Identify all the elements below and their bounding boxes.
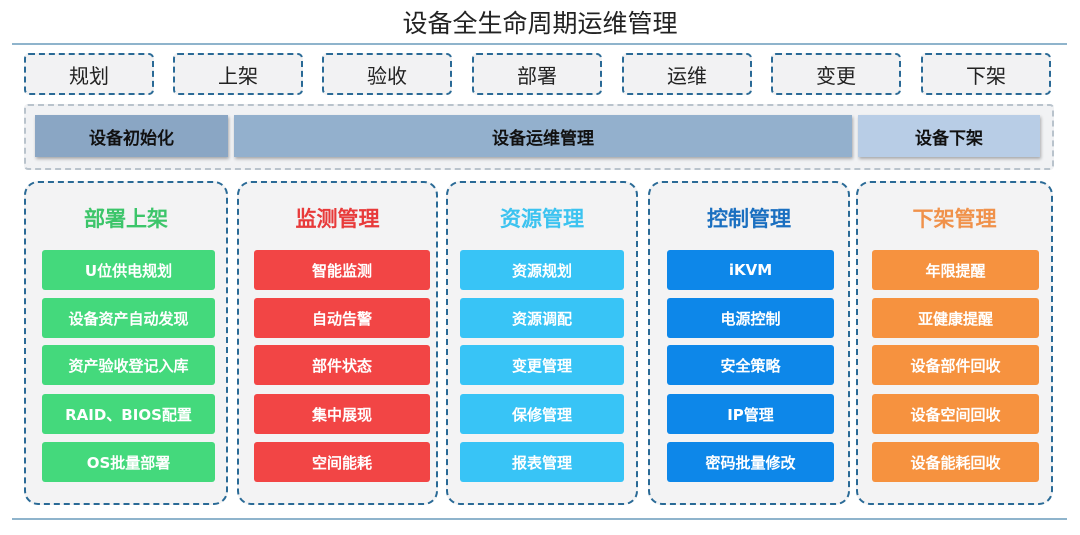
feature-item: 电源控制 — [667, 298, 834, 338]
column-panel: 控制管理 iKVM 电源控制安全策略 IP管理密码批量修改 — [648, 181, 850, 505]
feature-item: 密码批量修改 — [667, 442, 834, 482]
feature-item: 智能监测 — [254, 250, 430, 290]
column-title: 资源管理 — [500, 206, 584, 231]
page-title: 设备全生命周期运维管理 — [402, 9, 678, 38]
column-panel: 部署上架 U位供电规划 设备资产自动发现 资产验收登记入库 RAID、BIOS配置 OS批… — [24, 181, 228, 505]
column-panel: 下架管理年限提醒亚健康提醒设备部件回收 设备空间回收 设备能耗回收 — [856, 181, 1053, 505]
column-panel: 监测管理智能监测自动告警部件状态集中展现空间能耗 — [237, 181, 438, 505]
stage-box: 规划 — [24, 53, 154, 95]
feature-item: 空间能耗 — [254, 442, 430, 482]
phase-bar: 设备运维管理 — [234, 115, 852, 157]
feature-item: 集中展现 — [254, 394, 430, 434]
feature-item: 设备能耗回收 — [872, 442, 1039, 482]
stage-box: 变更 — [771, 53, 901, 95]
feature-item: 资产验收登记入库 — [42, 345, 215, 385]
stage-box: 部署 — [472, 53, 602, 95]
phase-bar: 设备初始化 — [35, 115, 228, 157]
feature-item: 资源调配 — [460, 298, 624, 338]
feature-item: IP管理 — [667, 394, 834, 434]
column-title: 下架管理 — [912, 206, 997, 231]
feature-item: 保修管理 — [460, 394, 624, 434]
feature-item: 部件状态 — [254, 345, 430, 385]
feature-item: 变更管理 — [460, 345, 624, 385]
feature-item: 设备部件回收 — [872, 345, 1039, 385]
feature-item: 资源规划 — [460, 250, 624, 290]
column-title: 部署上架 — [84, 206, 168, 231]
phase-bar: 设备下架 — [858, 115, 1040, 157]
feature-item: 安全策略 — [667, 345, 834, 385]
feature-item: 设备资产自动发现 — [42, 298, 215, 338]
stage-box: 验收 — [322, 53, 452, 95]
divider-top — [12, 43, 1067, 45]
feature-item: 设备空间回收 — [872, 394, 1039, 434]
feature-item: 亚健康提醒 — [872, 298, 1039, 338]
stage-box: 下架 — [921, 53, 1051, 95]
divider-bottom — [12, 518, 1067, 520]
column-panel: 资源管理资源规划资源调配变更管理保修管理报表管理 — [446, 181, 638, 505]
stage-box: 运维 — [622, 53, 752, 95]
feature-item: U位供电规划 — [42, 250, 215, 290]
feature-item: OS批量部署 — [42, 442, 215, 482]
column-title: 监测管理 — [295, 206, 380, 231]
stage-box: 上架 — [173, 53, 303, 95]
feature-item: iKVM — [667, 250, 834, 290]
feature-item: 自动告警 — [254, 298, 430, 338]
feature-item: RAID、BIOS配置 — [42, 394, 215, 434]
feature-item: 年限提醒 — [872, 250, 1039, 290]
feature-item: 报表管理 — [460, 442, 624, 482]
column-title: 控制管理 — [707, 206, 791, 231]
